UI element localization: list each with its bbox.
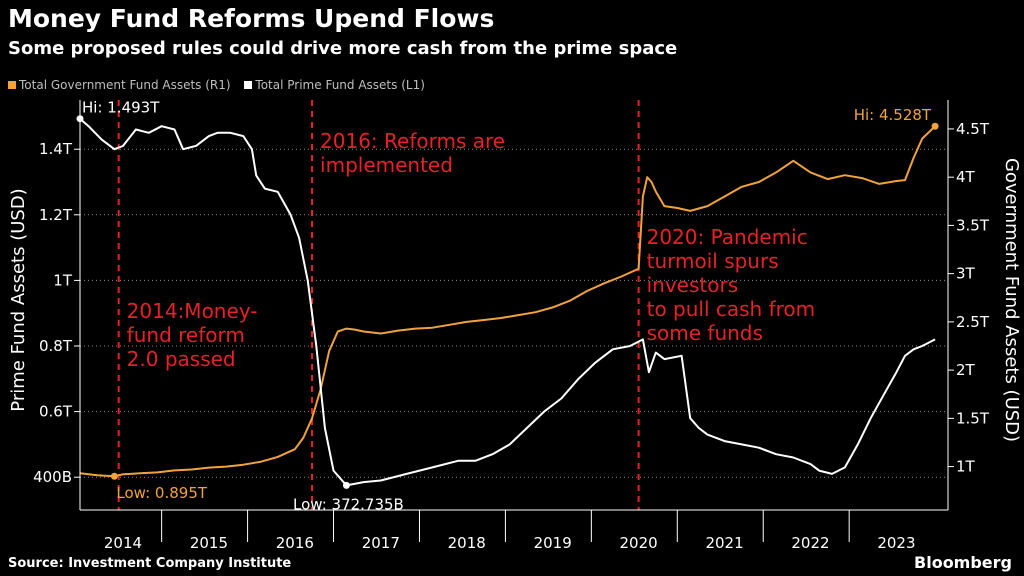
bloomberg-logo: Bloomberg — [914, 553, 1012, 572]
x-tick-label: 2017 — [362, 534, 400, 552]
legend-label-government: Total Government Fund Assets (R1) — [19, 78, 231, 92]
x-tick-label: 2019 — [534, 534, 572, 552]
x-tick-label: 2018 — [448, 534, 486, 552]
left-tick-label: 1.2T — [39, 206, 73, 224]
series-layer — [79, 117, 936, 487]
event-label: 2016: Reforms are — [320, 129, 505, 153]
right-tick-label: 3T — [956, 265, 976, 283]
left-axis-title: Prime Fund Assets (USD) — [8, 188, 29, 411]
annotation-dot — [931, 122, 939, 130]
government-fund-line — [79, 125, 936, 478]
event-label: implemented — [320, 153, 453, 177]
axis-layer: 400B 0.6T 0.8T 1T 1.2T 1.4T 1T 1.5T 2T 2.5T 3T 3.5T… — [8, 100, 1022, 552]
left-tick-label: 400B — [33, 468, 72, 486]
right-tick-label: 1T — [956, 458, 976, 476]
event-label: fund reform — [127, 323, 245, 347]
left-tick-label: 1.4T — [39, 140, 73, 158]
legend-swatch-government — [8, 81, 16, 89]
right-tick-label: 4.5T — [956, 120, 990, 138]
x-tick-label: 2021 — [705, 534, 743, 552]
annotation-label: Low: 0.895T — [116, 484, 207, 502]
annotation-label: Hi: 1.493T — [82, 99, 160, 117]
event-label: some funds — [647, 321, 763, 345]
chart-subtitle: Some proposed rules could drive more cas… — [8, 38, 678, 59]
annotation-dot — [76, 115, 84, 123]
right-tick-label: 1.5T — [956, 409, 990, 427]
x-tick-label: 2023 — [877, 534, 915, 552]
x-tick-label: 2022 — [791, 534, 829, 552]
legend: Total Government Fund Assets (R1) Total … — [8, 78, 435, 92]
left-tick-label: 0.6T — [39, 403, 73, 421]
legend-item-government: Total Government Fund Assets (R1) — [8, 78, 231, 92]
left-tick-label: 0.8T — [39, 337, 73, 355]
right-tick-label: 2T — [956, 361, 976, 379]
right-axis-title: Government Fund Assets (USD) — [1001, 158, 1022, 442]
annotation-layer: Hi: 1.493T Low: 372.735B Low: 0.895T Hi: 4.… — [76, 99, 939, 513]
event-label: 2014:Money- — [127, 299, 258, 323]
prime-fund-line — [79, 117, 936, 487]
legend-item-prime: Total Prime Fund Assets (L1) — [244, 78, 425, 92]
legend-swatch-prime — [244, 81, 253, 89]
right-tick-label: 3.5T — [956, 216, 990, 234]
x-tick-label: 2020 — [620, 534, 658, 552]
event-label: to pull cash from — [647, 297, 816, 321]
x-tick-label: 2014 — [104, 534, 142, 552]
right-tick-label: 4T — [956, 168, 976, 186]
annotation-label: Hi: 4.528T — [854, 106, 932, 124]
annotation-label: Low: 372.735B — [293, 495, 404, 513]
source-note: Source: Investment Company Institute — [8, 556, 292, 571]
chart-title: Money Fund Reforms Upend Flows — [8, 4, 495, 33]
annotation-dot — [342, 481, 350, 489]
x-tick-label: 2016 — [276, 534, 314, 552]
annotation-dot — [110, 472, 118, 480]
event-label: 2020: Pandemic — [647, 225, 808, 249]
left-tick-label: 1T — [53, 271, 73, 289]
event-label: 2.0 passed — [127, 347, 236, 371]
event-label: investors — [647, 273, 739, 297]
legend-label-prime: Total Prime Fund Assets (L1) — [255, 78, 425, 92]
x-tick-label: 2015 — [190, 534, 228, 552]
event-label: turmoil spurs — [647, 249, 779, 273]
grid-layer — [80, 148, 948, 478]
right-tick-label: 2.5T — [956, 313, 990, 331]
